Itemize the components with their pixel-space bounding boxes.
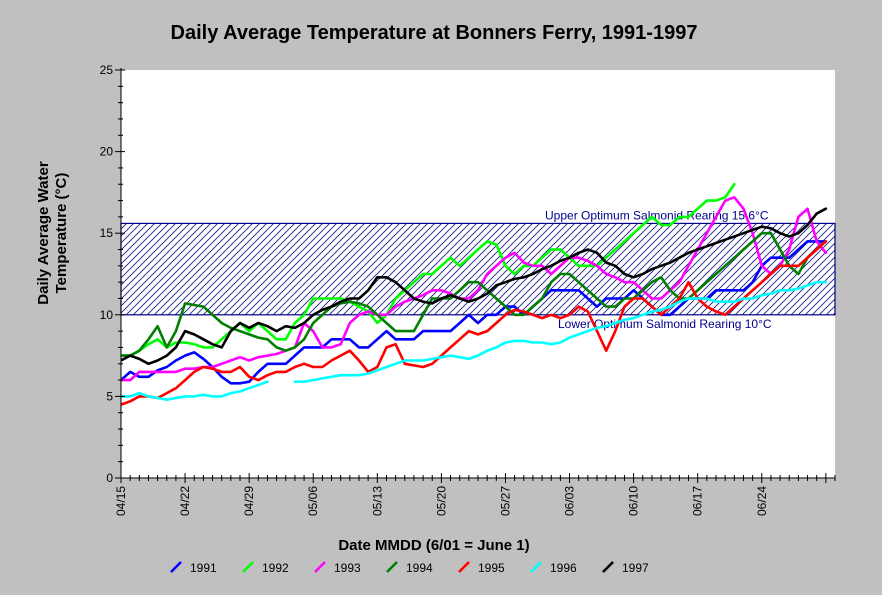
legend-swatch-1993: [314, 561, 326, 573]
legend-label-1991: 1991: [190, 561, 217, 575]
x-tick-label: 05/20: [434, 486, 448, 516]
y-axis-label-line2: Temperature (°C): [53, 173, 70, 294]
chart-title: Daily Average Temperature at Bonners Fer…: [171, 22, 698, 44]
legend-swatch-1992: [242, 561, 254, 573]
x-tick-label: 06/03: [563, 486, 577, 516]
legend-swatch-1997: [602, 561, 614, 573]
x-tick-label: 04/29: [242, 486, 256, 516]
legend-label-1993: 1993: [334, 561, 361, 575]
series-line-1993: [121, 196, 828, 382]
y-tick-label: 15: [100, 226, 114, 240]
x-tick-label: 06/24: [755, 486, 769, 516]
y-tick-label: 10: [100, 308, 114, 322]
x-tick-label: 05/06: [306, 486, 320, 516]
optimum-band: Upper Optimum Salmonid Rearing 15.6°C Low…: [120, 208, 836, 331]
x-axis-label: Date MMDD (6/01 = June 1): [338, 537, 529, 554]
x-tick-label: 06/10: [627, 486, 641, 516]
y-tick-label: 25: [100, 63, 114, 77]
series-line-1995: [121, 240, 828, 406]
legend-label-1992: 1992: [262, 561, 289, 575]
legend: 1991 1992 1993 1994 1995 1996 1997: [170, 561, 649, 575]
legend-swatch-1994: [386, 561, 398, 573]
x-tick-label: 05/27: [499, 486, 513, 516]
y-tick-label: 5: [106, 389, 113, 403]
series-line-1996-seg0: [121, 380, 269, 402]
legend-label-1997: 1997: [622, 561, 649, 575]
x-tick-label: 05/13: [370, 486, 384, 516]
x-tick-label: 06/17: [691, 486, 705, 516]
series-line-1992: [121, 182, 736, 357]
legend-swatch-1991: [170, 561, 182, 573]
legend-swatch-1995: [458, 561, 470, 573]
band-lower-label: Lower Optimum Salmonid Rearing 10°C: [558, 317, 772, 331]
series-line-1996-seg1: [293, 280, 828, 384]
series-line-1991: [121, 240, 828, 385]
y-tick-label: 0: [106, 471, 113, 485]
x-tick-label: 04/22: [178, 486, 192, 516]
legend-label-1995: 1995: [478, 561, 505, 575]
band-upper-label: Upper Optimum Salmonid Rearing 15.6°C: [545, 208, 769, 222]
legend-label-1994: 1994: [406, 561, 433, 575]
series-line-1994: [121, 231, 828, 357]
legend-swatch-1996: [530, 561, 542, 573]
series-line-1997: [121, 207, 828, 366]
legend-label-1996: 1996: [550, 561, 577, 575]
y-tick-label: 20: [100, 145, 114, 159]
y-axis-label-line1: Daily Average Water: [35, 161, 52, 305]
x-tick-label: 04/15: [114, 486, 128, 516]
